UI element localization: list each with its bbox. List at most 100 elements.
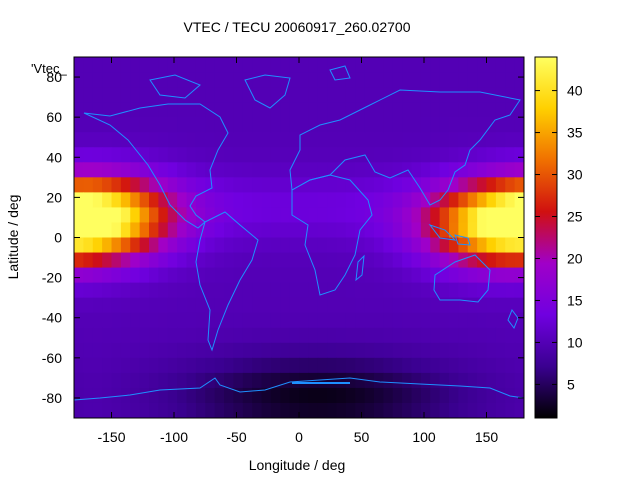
- heatmap-cell: [280, 102, 291, 118]
- heatmap-cell: [364, 252, 375, 269]
- heatmap-cell: [477, 147, 488, 163]
- heatmap-cell: [167, 342, 178, 359]
- heatmap-cell: [167, 132, 178, 148]
- heatmap-cell: [514, 132, 524, 148]
- heatmap-cell: [411, 252, 422, 269]
- heatmap-cell: [158, 342, 169, 359]
- heatmap-cell: [270, 267, 281, 284]
- heatmap-cell: [177, 237, 188, 254]
- heatmap-cell: [364, 357, 375, 374]
- heatmap-cell: [130, 402, 141, 418]
- heatmap-cell: [167, 402, 178, 418]
- heatmap-cell: [289, 342, 300, 359]
- heatmap-cell: [495, 57, 506, 73]
- heatmap-cell: [477, 312, 488, 329]
- heatmap-cell: [345, 57, 356, 73]
- heatmap-cell: [355, 387, 366, 404]
- heatmap-cell: [130, 327, 141, 344]
- heatmap-cell: [120, 177, 131, 193]
- heatmap-cell: [420, 387, 431, 404]
- heatmap-cell: [402, 222, 413, 239]
- heatmap-cell: [280, 237, 291, 254]
- heatmap-cell: [430, 207, 441, 224]
- heatmap-cell: [383, 342, 394, 359]
- heatmap-cell: [224, 237, 234, 254]
- heatmap-cell: [299, 327, 309, 344]
- heatmap-cell: [149, 342, 159, 359]
- heatmap-cell: [308, 177, 319, 193]
- heatmap-cell: [477, 342, 488, 359]
- heatmap-cell: [439, 192, 450, 209]
- heatmap-cell: [477, 192, 488, 209]
- heatmap-cell: [167, 192, 178, 209]
- heatmap-cell: [83, 162, 94, 178]
- heatmap-cell: [92, 177, 103, 193]
- heatmap-cell: [420, 102, 431, 118]
- heatmap-cell: [186, 192, 197, 209]
- heatmap-cell: [167, 327, 178, 344]
- heatmap-cell: [224, 252, 234, 269]
- heatmap-cell: [186, 297, 197, 314]
- heatmap-cell: [167, 147, 178, 163]
- heatmap-cell: [486, 72, 497, 88]
- heatmap-cell: [233, 147, 244, 163]
- heatmap-cell: [214, 327, 225, 344]
- heatmap-cell: [374, 177, 384, 193]
- heatmap-cell: [261, 372, 272, 389]
- heatmap-cell: [130, 357, 141, 374]
- heatmap-cell: [355, 357, 366, 374]
- x-tick-label: 150: [475, 429, 499, 445]
- heatmap-cell: [336, 87, 347, 103]
- colorbar-tick-label: 35: [567, 125, 583, 141]
- heatmap-cell: [205, 282, 216, 299]
- heatmap-cell: [139, 327, 150, 344]
- heatmap-cell: [139, 192, 150, 209]
- heatmap-cell: [120, 147, 131, 163]
- heatmap-cell: [477, 162, 488, 178]
- heatmap-cell: [167, 252, 178, 269]
- heatmap-cell: [270, 372, 281, 389]
- heatmap-cell: [430, 147, 441, 163]
- heatmap-cell: [355, 372, 366, 389]
- heatmap-cell: [495, 327, 506, 344]
- heatmap-cell: [374, 132, 384, 148]
- heatmap-cell: [467, 372, 478, 389]
- heatmap-cell: [130, 342, 141, 359]
- heatmap-cell: [102, 222, 113, 239]
- heatmap-cell: [261, 267, 272, 284]
- heatmap-cell: [83, 222, 94, 239]
- heatmap-cell: [139, 102, 150, 118]
- heatmap-cell: [224, 387, 234, 404]
- heatmap-cell: [420, 252, 431, 269]
- heatmap-cell: [411, 372, 422, 389]
- heatmap-cell: [177, 177, 188, 193]
- heatmap-cell: [317, 222, 328, 239]
- heatmap-cell: [336, 177, 347, 193]
- heatmap-cell: [102, 297, 113, 314]
- heatmap-cell: [92, 207, 103, 224]
- heatmap-cell: [139, 162, 150, 178]
- heatmap-cell: [111, 282, 122, 299]
- heatmap-cell: [486, 57, 497, 73]
- heatmap-cell: [186, 237, 197, 254]
- heatmap-cell: [477, 57, 488, 73]
- heatmap-cell: [289, 162, 300, 178]
- heatmap-cell: [299, 117, 309, 133]
- heatmap-cell: [92, 282, 103, 299]
- colorbar-tick-label: 30: [567, 167, 583, 183]
- heatmap-cell: [317, 267, 328, 284]
- heatmap-cell: [261, 387, 272, 404]
- heatmap-cell: [486, 297, 497, 314]
- heatmap-cell: [327, 87, 338, 103]
- heatmap-cell: [383, 87, 394, 103]
- heatmap-cell: [449, 387, 459, 404]
- heatmap-cell: [186, 72, 197, 88]
- heatmap-cell: [177, 342, 188, 359]
- heatmap-cell: [345, 222, 356, 239]
- heatmap-cell: [224, 102, 234, 118]
- heatmap-cell: [270, 57, 281, 73]
- heatmap-cell: [299, 252, 309, 269]
- heatmap-cell: [383, 102, 394, 118]
- heatmap-cell: [111, 192, 122, 209]
- heatmap-cell: [308, 297, 319, 314]
